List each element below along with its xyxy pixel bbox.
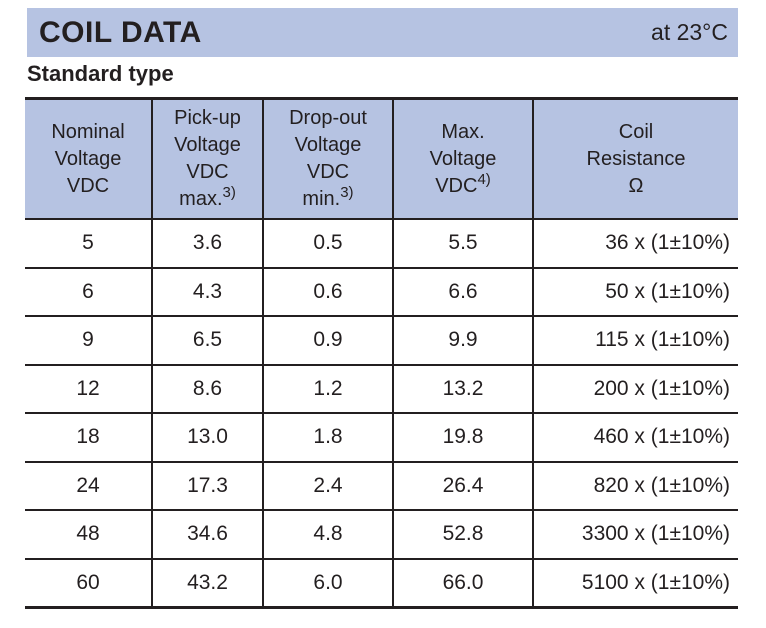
cell-max-voltage: 6.6 (392, 266, 534, 317)
table-row: 60 43.2 6.0 66.0 5100 x (1±10%) (25, 557, 738, 609)
header-note: min. (302, 188, 341, 210)
header-line: VDC (186, 161, 229, 183)
temperature-note: at 23°C (651, 19, 728, 45)
title-bar: COIL DATA at 23°C (27, 8, 738, 57)
cell-coil-resistance: 460 x (1±10%) (532, 412, 738, 463)
cell-coil-resistance: 820 x (1±10%) (532, 460, 738, 511)
cell-pickup-voltage: 6.5 (151, 315, 264, 366)
header-line: Resistance (586, 147, 686, 170)
col-header-coil-resistance: Coil Resistance Ω (532, 98, 738, 220)
header-line: Voltage (54, 147, 122, 170)
cell-coil-resistance: 5100 x (1±10%) (532, 557, 738, 609)
cell-nominal-voltage: 60 (25, 557, 153, 609)
cell-dropout-voltage: 0.9 (262, 315, 394, 366)
section-subtitle: Standard type (27, 61, 174, 86)
cell-dropout-voltage: 6.0 (262, 557, 394, 609)
header-line: Nominal (51, 120, 125, 143)
header-line: max.3) (179, 184, 236, 210)
header-line: Ω (628, 174, 644, 197)
cell-dropout-voltage: 4.8 (262, 509, 394, 560)
page-title: COIL DATA (39, 15, 202, 49)
cell-coil-resistance: 50 x (1±10%) (532, 266, 738, 317)
cell-pickup-voltage: 34.6 (151, 509, 264, 560)
cell-max-voltage: 9.9 (392, 315, 534, 366)
cell-pickup-voltage: 4.3 (151, 266, 264, 317)
header-line: VDC (306, 161, 350, 183)
table-row: 12 8.6 1.2 13.2 200 x (1±10%) (25, 363, 738, 414)
cell-nominal-voltage: 48 (25, 509, 153, 560)
cell-nominal-voltage: 24 (25, 460, 153, 511)
table-header-row: Nominal Voltage VDC Pick-up Voltage VDC … (25, 98, 738, 220)
table-row: 48 34.6 4.8 52.8 3300 x (1±10%) (25, 509, 738, 560)
col-header-dropout-voltage: Drop-out Voltage VDC min.3) (262, 98, 394, 220)
col-header-pickup-voltage: Pick-up Voltage VDC max.3) (151, 98, 264, 220)
header-line: Voltage (294, 134, 362, 156)
table-row: 5 3.6 0.5 5.5 36 x (1±10%) (25, 218, 738, 269)
header-line: Voltage (174, 134, 241, 156)
header-note: VDC (435, 174, 478, 197)
cell-nominal-voltage: 12 (25, 363, 153, 414)
cell-pickup-voltage: 8.6 (151, 363, 264, 414)
header-line: Voltage (429, 147, 497, 170)
table-row: 6 4.3 0.6 6.6 50 x (1±10%) (25, 266, 738, 317)
coil-data-table: Nominal Voltage VDC Pick-up Voltage VDC … (25, 97, 738, 609)
cell-pickup-voltage: 43.2 (151, 557, 264, 609)
cell-pickup-voltage: 3.6 (151, 218, 264, 269)
header-line: VDC (66, 174, 110, 197)
header-line: Max. (441, 120, 485, 143)
cell-nominal-voltage: 9 (25, 315, 153, 366)
col-header-max-voltage: Max. Voltage VDC4) (392, 98, 534, 220)
header-note: max. (179, 188, 223, 210)
cell-coil-resistance: 3300 x (1±10%) (532, 509, 738, 560)
cell-dropout-voltage: 1.8 (262, 412, 394, 463)
cell-coil-resistance: 36 x (1±10%) (532, 218, 738, 269)
cell-max-voltage: 13.2 (392, 363, 534, 414)
cell-nominal-voltage: 18 (25, 412, 153, 463)
cell-coil-resistance: 115 x (1±10%) (532, 315, 738, 366)
cell-dropout-voltage: 1.2 (262, 363, 394, 414)
header-line: Coil (618, 120, 654, 143)
cell-pickup-voltage: 17.3 (151, 460, 264, 511)
header-line: min.3) (302, 184, 354, 210)
header-line: VDC4) (435, 170, 491, 197)
cell-nominal-voltage: 5 (25, 218, 153, 269)
cell-dropout-voltage: 0.6 (262, 266, 394, 317)
cell-nominal-voltage: 6 (25, 266, 153, 317)
cell-pickup-voltage: 13.0 (151, 412, 264, 463)
table-row: 24 17.3 2.4 26.4 820 x (1±10%) (25, 460, 738, 511)
cell-dropout-voltage: 2.4 (262, 460, 394, 511)
table-row: 18 13.0 1.8 19.8 460 x (1±10%) (25, 412, 738, 463)
header-line: Drop-out (289, 107, 367, 129)
header-line: Pick-up (174, 107, 241, 129)
cell-max-voltage: 52.8 (392, 509, 534, 560)
cell-dropout-voltage: 0.5 (262, 218, 394, 269)
table-row: 9 6.5 0.9 9.9 115 x (1±10%) (25, 315, 738, 366)
cell-max-voltage: 66.0 (392, 557, 534, 609)
cell-max-voltage: 5.5 (392, 218, 534, 269)
cell-max-voltage: 19.8 (392, 412, 534, 463)
cell-max-voltage: 26.4 (392, 460, 534, 511)
col-header-nominal-voltage: Nominal Voltage VDC (25, 98, 153, 220)
cell-coil-resistance: 200 x (1±10%) (532, 363, 738, 414)
